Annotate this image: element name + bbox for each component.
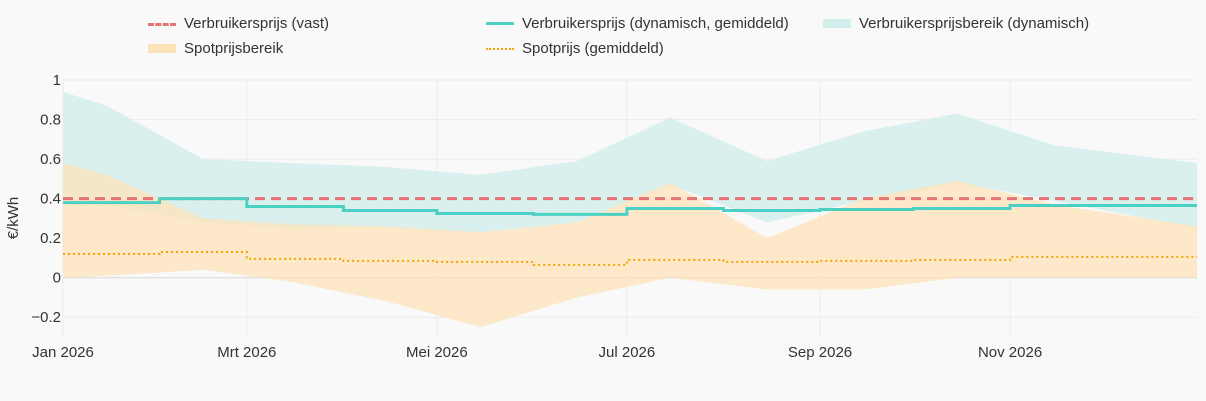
y-tick-label: 0.4 [40, 191, 61, 208]
x-tick-label: Nov 2026 [978, 344, 1042, 361]
legend-label: Spotprijsbereik [184, 40, 284, 57]
legend-swatch-dashed [148, 17, 176, 31]
legend-swatch-teal-band [823, 17, 851, 31]
x-tick-label: Sep 2026 [788, 344, 852, 361]
axis-layer: −0.2 0 0.2 0.4 0.6 0.8 1 Jan 2026 Mrt 2026 Mei 20… [31, 72, 1042, 361]
chart-legend: Verbruikersprijs (vast) Verbruikersprijs… [0, 0, 1206, 70]
legend-label: Verbruikersprijs (dynamisch, gemiddeld) [522, 15, 789, 32]
y-tick-label: 1 [53, 72, 61, 89]
legend-item-dynamic-price[interactable]: Verbruikersprijs (dynamisch, gemiddeld) [486, 15, 789, 32]
legend-label: Spotprijs (gemiddeld) [522, 40, 664, 57]
y-axis-label: €/kWh [5, 197, 22, 240]
line-layer [63, 197, 1197, 266]
spot-price-band [63, 163, 1197, 328]
y-tick-label: 0.6 [40, 151, 61, 168]
y-tick-label: −0.2 [31, 309, 61, 326]
legend-label: Verbruikersprijsbereik (dynamisch) [859, 15, 1090, 32]
x-tick-label: Jan 2026 [32, 344, 94, 361]
legend-swatch-orange-band [148, 42, 176, 56]
x-tick-label: Jul 2026 [599, 344, 656, 361]
y-tick-label: 0.8 [40, 112, 61, 129]
legend-item-spot-range[interactable]: Spotprijsbereik [148, 40, 283, 57]
legend-item-dynamic-range[interactable]: Verbruikersprijsbereik (dynamisch) [823, 15, 1089, 32]
y-tick-label: 0.2 [40, 230, 61, 247]
spot-price-line [63, 250, 1197, 266]
dynamic-price-line [63, 197, 1197, 216]
legend-label: Verbruikersprijs (vast) [184, 15, 330, 32]
legend-swatch-dotted [486, 42, 514, 56]
dynamic-price-band [63, 91, 1197, 233]
x-tick-label: Mei 2026 [406, 344, 468, 361]
legend-swatch-solid [486, 17, 514, 31]
y-tick-label: 0 [53, 270, 61, 287]
legend-item-fixed-price[interactable]: Verbruikersprijs (vast) [148, 15, 329, 32]
legend-item-spot-price[interactable]: Spotprijs (gemiddeld) [486, 40, 664, 57]
x-tick-label: Mrt 2026 [217, 344, 276, 361]
band-layer [63, 91, 1197, 328]
